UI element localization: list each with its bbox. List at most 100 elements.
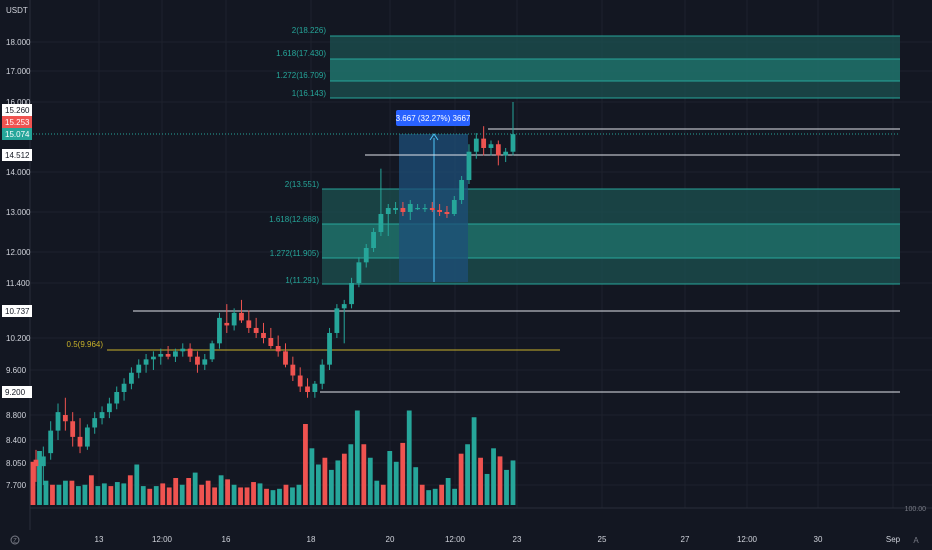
candle-body (473, 138, 479, 152)
price-tag-label: 15.253 (5, 118, 30, 127)
price-tag-bg (2, 386, 32, 398)
volume-bar (173, 478, 179, 505)
volume-bar (212, 487, 218, 505)
y-axis-bottom-label: 100.00 (905, 506, 927, 513)
candle-body (510, 134, 516, 152)
candle-body (297, 375, 303, 387)
volume-bar (380, 484, 386, 505)
volume-bar (56, 484, 62, 505)
fib-lower-label: 1(11.291) (285, 276, 319, 285)
candle-body (84, 427, 90, 447)
price-tag-label: 15.074 (5, 130, 30, 139)
price-tag-label: 15.260 (5, 106, 30, 115)
candle-body (363, 248, 369, 263)
candle-body (40, 456, 46, 467)
candle-body (92, 418, 98, 428)
price-tag-label: 14.512 (5, 151, 30, 160)
volume-bar (108, 486, 114, 505)
y-tick-label: 11.400 (6, 279, 30, 288)
volume-bar (413, 467, 419, 505)
candle-body (422, 208, 428, 210)
volume-bar (361, 444, 367, 505)
fib-upper-zone-3 (330, 81, 900, 98)
y-tick-label: 8.050 (6, 459, 27, 468)
volume-bar (290, 487, 295, 505)
candle-body (393, 208, 398, 210)
x-tick-label: 12:00 (737, 535, 758, 544)
x-tick-label: 12:00 (152, 535, 173, 544)
volume-bar (231, 484, 237, 505)
volume-bar (134, 464, 140, 505)
candle-body (400, 208, 406, 212)
candle-body (70, 421, 76, 437)
candle-body (503, 151, 509, 156)
candle-body (407, 204, 413, 212)
candle-body (158, 354, 164, 357)
volume-bar (406, 410, 412, 505)
price-tag-bg (2, 104, 32, 116)
measure-label: 3.667 (32.27%) 3667 (396, 114, 471, 123)
candle-body (268, 338, 274, 346)
volume-bar (465, 444, 470, 505)
candle-body (341, 304, 347, 309)
volume-bar (238, 487, 243, 505)
volume-bar (179, 484, 185, 505)
volume-bar (95, 486, 101, 505)
y-tick-label: 8.800 (6, 411, 27, 420)
y-axis[interactable]: 18.000 17.000 16.000 14.000 13.000 12.000 11.4… (6, 38, 31, 490)
candle-body (290, 364, 296, 376)
price-tag-bg (2, 128, 32, 140)
fib-upper-zone-2 (330, 59, 900, 81)
fib-extension-lower[interactable]: 2(13.551) 1.618(12.688) 1.272(11.905) 1(… (269, 180, 900, 285)
fib-upper-label: 1.272(16.709) (276, 71, 326, 80)
measure-label-box (396, 110, 470, 126)
candle-body (334, 308, 340, 333)
candle-body (180, 348, 186, 352)
fib-extension-upper[interactable]: 2(18.226) 1.618(17.430) 1.272(16.709) 1(… (276, 26, 900, 99)
candle-body (495, 144, 501, 156)
candle-body (444, 212, 450, 214)
volume-bar (478, 457, 483, 505)
fib-upper-label: 2(18.226) (292, 26, 327, 35)
candle-body (305, 386, 310, 392)
tradingview-logo-icon[interactable]: Z (10, 535, 20, 545)
volume-bar (439, 484, 445, 505)
volume-bar (166, 487, 172, 505)
volume-bar (251, 482, 256, 505)
volume-bar (341, 453, 347, 505)
candle-body (261, 332, 266, 338)
candle-body (48, 430, 54, 454)
volume-bar (147, 488, 153, 505)
volume-bar (497, 456, 503, 505)
x-tick-label: 18 (307, 535, 316, 544)
fib-upper-label: 1(16.143) (292, 89, 327, 98)
candle-body (187, 348, 193, 357)
volume-bar (199, 484, 205, 505)
candle-body (488, 144, 494, 148)
candle-body (429, 208, 435, 210)
volume-bar (218, 475, 224, 505)
auto-scale-icon[interactable]: A (913, 536, 919, 545)
candle-body (143, 359, 149, 365)
volume-bar (192, 472, 198, 505)
volume-bar (432, 488, 438, 505)
measure-arrow-head (429, 133, 439, 141)
x-tick-label: Sep (886, 535, 901, 544)
volume-bar (316, 464, 321, 505)
volume-bar (101, 483, 107, 505)
y-tick-label: 8.400 (6, 436, 27, 445)
volume-bar (374, 480, 380, 505)
y-tick-label: 9.600 (6, 366, 27, 375)
volume-bar (348, 444, 354, 505)
x-axis[interactable]: 13 12:00 16 18 20 12:00 23 25 27 12:00 30 Sep (95, 535, 901, 544)
candle-body (231, 312, 237, 326)
fib-upper-zone-1 (330, 36, 900, 59)
volume-bar (127, 475, 133, 505)
volume-bar (82, 484, 88, 505)
price-tag-label: 9.200 (5, 388, 26, 397)
candle-body (165, 354, 171, 357)
x-tick-label: 12:00 (445, 535, 466, 544)
price-tags: 15.260 15.253 15.074 14.512 10.737 9.200 (2, 104, 32, 398)
candle-body (481, 138, 487, 148)
